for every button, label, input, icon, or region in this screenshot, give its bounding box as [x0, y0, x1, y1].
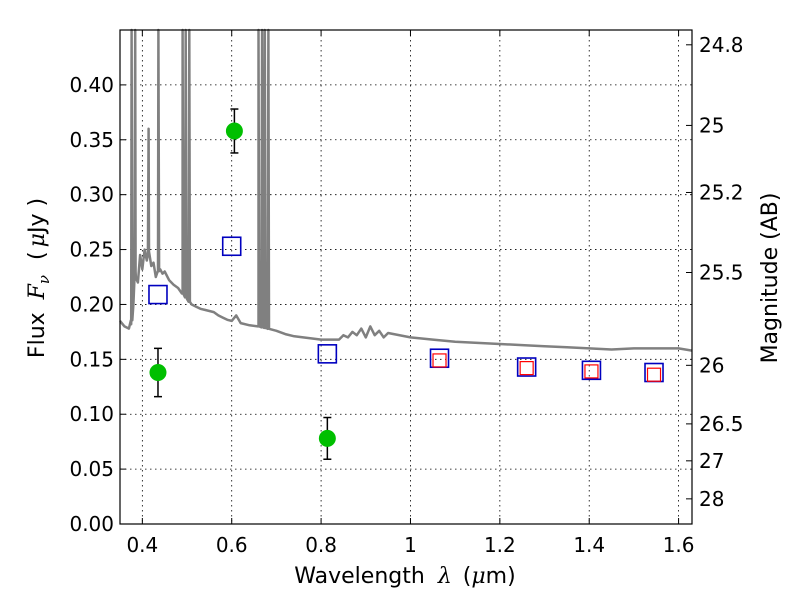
x-axis-label: Wavelength λ (μm) — [294, 564, 515, 589]
x-tick-label-4: 1.2 — [484, 533, 516, 557]
x-axis-ticks: 0.4 0.6 0.8 1 1.2 1.4 1.6 — [126, 30, 695, 557]
sed-line — [119, 28, 693, 352]
y2-tick-label-2: 25.2 — [699, 180, 744, 204]
y-axis-label-open: ( — [25, 251, 50, 260]
y-tick-label-5: 0.25 — [69, 238, 114, 262]
y2-tick-label-5: 26.5 — [699, 412, 744, 436]
template-sed-series — [119, 28, 693, 352]
y-axis-label-symbol: F — [25, 283, 50, 300]
x-tick-label-6: 1.6 — [663, 533, 695, 557]
model-photometry-nearir-series — [432, 353, 662, 382]
y-tick-label-3: 0.15 — [69, 347, 114, 371]
model-point-2 — [317, 344, 338, 364]
model-point-5 — [581, 360, 602, 381]
y-tick-label-6: 0.30 — [69, 183, 114, 207]
y2-tick-label-3: 25.5 — [699, 261, 744, 285]
x-tick-label-2: 0.8 — [305, 533, 337, 557]
observed-photometry-series — [149, 108, 336, 460]
y-axis-label-prefix: Flux — [25, 312, 50, 358]
y2-tick-label-1: 25 — [699, 113, 724, 137]
x-tick-label-1: 0.6 — [216, 533, 248, 557]
model-ir-point-0 — [432, 353, 447, 368]
x-axis-label-symbol: λ — [437, 564, 452, 589]
model-point-4 — [516, 357, 537, 377]
observed-point-1 — [225, 122, 243, 140]
model-ir-point-1 — [519, 361, 534, 376]
y2-tick-label-7: 28 — [699, 487, 724, 511]
x-axis-label-open: ( — [463, 564, 472, 589]
y2-axis-label: Magnitude (AB) — [758, 193, 783, 364]
y-tick-label-1: 0.05 — [69, 457, 114, 481]
y-tick-label-8: 0.40 — [69, 73, 114, 97]
y-axis-label-mu: μ — [25, 233, 50, 247]
grid-lines — [120, 30, 692, 524]
model-point-1 — [221, 236, 242, 257]
y-axis-label-subscript: ν — [35, 275, 53, 284]
y-axis-label: Flux Fν ( μJy ) — [25, 198, 55, 358]
plot-frame — [119, 29, 693, 525]
y2-tick-label-4: 26 — [699, 353, 724, 377]
x-axis-label-mu: μ — [471, 564, 485, 589]
observed-point-0 — [149, 364, 167, 382]
y-tick-label-2: 0.10 — [69, 402, 114, 426]
x-tick-label-5: 1.4 — [573, 533, 605, 557]
y-axis-ticks: 0.00 0.05 0.10 0.15 0.20 0.25 0.30 0.35 0.40 — [69, 73, 126, 536]
model-ir-point-2 — [584, 364, 599, 379]
y-tick-label-7: 0.35 — [69, 128, 114, 152]
x-axis-label-prefix: Wavelength — [294, 564, 425, 589]
x-axis-label-rest: m) — [486, 564, 516, 589]
y-axis-label-rest: Jy ) — [25, 198, 50, 235]
y2-tick-label-0: 24.8 — [699, 33, 744, 57]
model-point-0 — [148, 284, 168, 305]
y-tick-label-0: 0.00 — [69, 512, 114, 536]
model-ir-point-3 — [646, 367, 662, 382]
y-tick-label-4: 0.20 — [69, 292, 114, 316]
model-photometry-series — [148, 236, 664, 383]
y2-tick-label-6: 27 — [699, 449, 724, 473]
x-tick-label-0: 0.4 — [126, 533, 158, 557]
y2-axis-ticks: 24.8 25 25.2 25.5 26 26.5 27 28 — [686, 33, 744, 511]
x-tick-label-3: 1 — [404, 533, 417, 557]
observed-point-2 — [318, 429, 336, 447]
